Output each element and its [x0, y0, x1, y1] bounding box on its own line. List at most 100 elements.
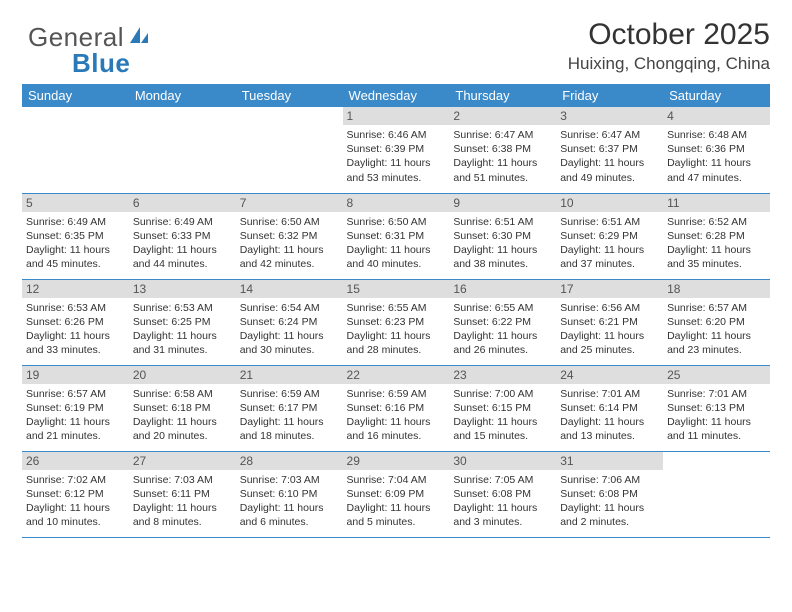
day-number: 6: [129, 194, 236, 212]
day-number: 28: [236, 452, 343, 470]
day-info: Sunrise: 6:58 AMSunset: 6:18 PMDaylight:…: [133, 387, 232, 444]
weekday-header: Tuesday: [236, 84, 343, 107]
day-info: Sunrise: 7:01 AMSunset: 6:14 PMDaylight:…: [560, 387, 659, 444]
day-cell: 11 Sunrise: 6:52 AMSunset: 6:28 PMDayligh…: [663, 193, 770, 279]
day-cell: 23 Sunrise: 7:00 AMSunset: 6:15 PMDayligh…: [449, 365, 556, 451]
day-info: Sunrise: 6:59 AMSunset: 6:17 PMDaylight:…: [240, 387, 339, 444]
day-number: 21: [236, 366, 343, 384]
day-info: Sunrise: 7:04 AMSunset: 6:09 PMDaylight:…: [347, 473, 446, 530]
day-info: Sunrise: 7:05 AMSunset: 6:08 PMDaylight:…: [453, 473, 552, 530]
day-info: Sunrise: 7:00 AMSunset: 6:15 PMDaylight:…: [453, 387, 552, 444]
empty-cell: [129, 107, 236, 193]
day-info: Sunrise: 6:49 AMSunset: 6:33 PMDaylight:…: [133, 215, 232, 272]
day-cell: 28 Sunrise: 7:03 AMSunset: 6:10 PMDayligh…: [236, 451, 343, 537]
day-number: 27: [129, 452, 236, 470]
day-cell: 16 Sunrise: 6:55 AMSunset: 6:22 PMDayligh…: [449, 279, 556, 365]
day-info: Sunrise: 6:54 AMSunset: 6:24 PMDaylight:…: [240, 301, 339, 358]
day-cell: 18 Sunrise: 6:57 AMSunset: 6:20 PMDayligh…: [663, 279, 770, 365]
day-number: 3: [556, 107, 663, 125]
day-number: 13: [129, 280, 236, 298]
day-info: Sunrise: 6:47 AMSunset: 6:37 PMDaylight:…: [560, 128, 659, 185]
day-cell: 6 Sunrise: 6:49 AMSunset: 6:33 PMDaylight…: [129, 193, 236, 279]
day-cell: 10Sunrise: 6:51 AMSunset: 6:29 PMDayligh…: [556, 193, 663, 279]
day-number: 22: [343, 366, 450, 384]
calendar-header: SundayMondayTuesdayWednesdayThursdayFrid…: [22, 84, 770, 107]
day-number: 8: [343, 194, 450, 212]
day-cell: 9 Sunrise: 6:51 AMSunset: 6:30 PMDaylight…: [449, 193, 556, 279]
day-number: 18: [663, 280, 770, 298]
day-info: Sunrise: 6:47 AMSunset: 6:38 PMDaylight:…: [453, 128, 552, 185]
day-info: Sunrise: 6:51 AMSunset: 6:30 PMDaylight:…: [453, 215, 552, 272]
day-cell: 30 Sunrise: 7:05 AMSunset: 6:08 PMDayligh…: [449, 451, 556, 537]
day-cell: 14 Sunrise: 6:54 AMSunset: 6:24 PMDayligh…: [236, 279, 343, 365]
day-number: 2: [449, 107, 556, 125]
day-info: Sunrise: 7:06 AMSunset: 6:08 PMDaylight:…: [560, 473, 659, 530]
day-number: 4: [663, 107, 770, 125]
day-cell: 13 Sunrise: 6:53 AMSunset: 6:25 PMDayligh…: [129, 279, 236, 365]
calendar-row: 26Sunrise: 7:02 AMSunset: 6:12 PMDayligh…: [22, 451, 770, 537]
day-cell: 31 Sunrise: 7:06 AMSunset: 6:08 PMDayligh…: [556, 451, 663, 537]
day-cell: 27Sunrise: 7:03 AMSunset: 6:11 PMDayligh…: [129, 451, 236, 537]
day-info: Sunrise: 6:50 AMSunset: 6:31 PMDaylight:…: [347, 215, 446, 272]
calendar-row: 19Sunrise: 6:57 AMSunset: 6:19 PMDayligh…: [22, 365, 770, 451]
day-number: 5: [22, 194, 129, 212]
day-cell: 15Sunrise: 6:55 AMSunset: 6:23 PMDayligh…: [343, 279, 450, 365]
day-cell: 20 Sunrise: 6:58 AMSunset: 6:18 PMDayligh…: [129, 365, 236, 451]
day-cell: 22Sunrise: 6:59 AMSunset: 6:16 PMDayligh…: [343, 365, 450, 451]
weekday-header: Friday: [556, 84, 663, 107]
logo-text-blue: Blue: [72, 48, 130, 79]
empty-cell: [236, 107, 343, 193]
day-cell: 21 Sunrise: 6:59 AMSunset: 6:17 PMDayligh…: [236, 365, 343, 451]
calendar-row: 1 Sunrise: 6:46 AMSunset: 6:39 PMDaylight…: [22, 107, 770, 193]
calendar-body: 1 Sunrise: 6:46 AMSunset: 6:39 PMDaylight…: [22, 107, 770, 537]
logo: General Blue: [28, 22, 150, 53]
calendar-row: 12Sunrise: 6:53 AMSunset: 6:26 PMDayligh…: [22, 279, 770, 365]
day-info: Sunrise: 6:57 AMSunset: 6:20 PMDaylight:…: [667, 301, 766, 358]
day-info: Sunrise: 6:46 AMSunset: 6:39 PMDaylight:…: [347, 128, 446, 185]
day-cell: 26Sunrise: 7:02 AMSunset: 6:12 PMDayligh…: [22, 451, 129, 537]
day-info: Sunrise: 6:55 AMSunset: 6:22 PMDaylight:…: [453, 301, 552, 358]
day-cell: 7 Sunrise: 6:50 AMSunset: 6:32 PMDaylight…: [236, 193, 343, 279]
weekday-header: Thursday: [449, 84, 556, 107]
day-cell: 8 Sunrise: 6:50 AMSunset: 6:31 PMDaylight…: [343, 193, 450, 279]
calendar-row: 5Sunrise: 6:49 AMSunset: 6:35 PMDaylight…: [22, 193, 770, 279]
location: Huixing, Chongqing, China: [22, 54, 770, 74]
day-info: Sunrise: 6:57 AMSunset: 6:19 PMDaylight:…: [26, 387, 125, 444]
day-number: 30: [449, 452, 556, 470]
weekday-header: Saturday: [663, 84, 770, 107]
day-number: 14: [236, 280, 343, 298]
day-number: 15: [343, 280, 450, 298]
day-info: Sunrise: 6:52 AMSunset: 6:28 PMDaylight:…: [667, 215, 766, 272]
day-number: 7: [236, 194, 343, 212]
day-cell: 29 Sunrise: 7:04 AMSunset: 6:09 PMDayligh…: [343, 451, 450, 537]
day-number: 20: [129, 366, 236, 384]
day-number: 16: [449, 280, 556, 298]
day-number: 1: [343, 107, 450, 125]
day-number: 25: [663, 366, 770, 384]
empty-cell: [22, 107, 129, 193]
day-info: Sunrise: 6:48 AMSunset: 6:36 PMDaylight:…: [667, 128, 766, 185]
day-info: Sunrise: 7:03 AMSunset: 6:10 PMDaylight:…: [240, 473, 339, 530]
day-number: 12: [22, 280, 129, 298]
day-cell: 12Sunrise: 6:53 AMSunset: 6:26 PMDayligh…: [22, 279, 129, 365]
calendar-table: SundayMondayTuesdayWednesdayThursdayFrid…: [22, 84, 770, 538]
weekday-header: Wednesday: [343, 84, 450, 107]
day-cell: 17Sunrise: 6:56 AMSunset: 6:21 PMDayligh…: [556, 279, 663, 365]
day-cell: 5Sunrise: 6:49 AMSunset: 6:35 PMDaylight…: [22, 193, 129, 279]
day-number: 26: [22, 452, 129, 470]
day-number: 24: [556, 366, 663, 384]
logo-sail-icon: [128, 25, 150, 50]
day-number: 9: [449, 194, 556, 212]
weekday-header: Sunday: [22, 84, 129, 107]
day-cell: 3 Sunrise: 6:47 AMSunset: 6:37 PMDaylight…: [556, 107, 663, 193]
day-number: 29: [343, 452, 450, 470]
day-cell: 1 Sunrise: 6:46 AMSunset: 6:39 PMDaylight…: [343, 107, 450, 193]
day-info: Sunrise: 6:53 AMSunset: 6:25 PMDaylight:…: [133, 301, 232, 358]
day-cell: 4 Sunrise: 6:48 AMSunset: 6:36 PMDaylight…: [663, 107, 770, 193]
day-cell: 25Sunrise: 7:01 AMSunset: 6:13 PMDayligh…: [663, 365, 770, 451]
day-number: 31: [556, 452, 663, 470]
day-info: Sunrise: 6:50 AMSunset: 6:32 PMDaylight:…: [240, 215, 339, 272]
day-number: 23: [449, 366, 556, 384]
day-number: 11: [663, 194, 770, 212]
day-info: Sunrise: 6:51 AMSunset: 6:29 PMDaylight:…: [560, 215, 659, 272]
